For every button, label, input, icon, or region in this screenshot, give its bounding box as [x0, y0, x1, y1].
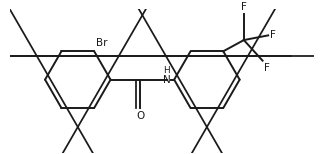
- Text: N: N: [163, 75, 170, 85]
- Text: F: F: [241, 2, 247, 12]
- Text: F: F: [264, 63, 270, 73]
- Text: F: F: [270, 30, 276, 40]
- Text: H: H: [163, 66, 170, 75]
- Text: Br: Br: [96, 38, 108, 48]
- Text: O: O: [136, 111, 145, 121]
